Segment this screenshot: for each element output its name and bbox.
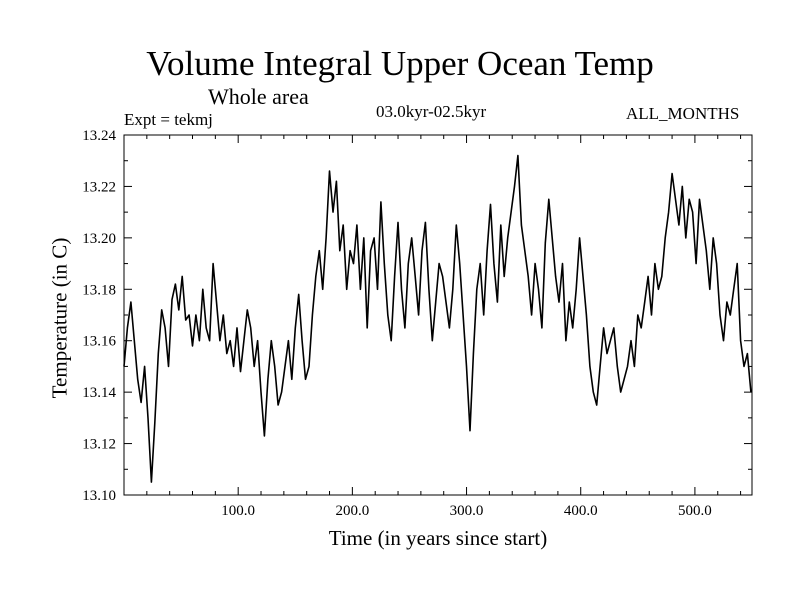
x-tick-label: 200.0 bbox=[335, 503, 369, 519]
y-tick-label: 13.20 bbox=[82, 231, 116, 247]
period-label: 03.0kyr-02.5kyr bbox=[376, 102, 487, 121]
chart-title: Volume Integral Upper Ocean Temp bbox=[146, 44, 654, 83]
temperature-series-line bbox=[123, 154, 752, 483]
chart-subtitle: Whole area bbox=[208, 84, 309, 109]
x-axis-label: Time (in years since start) bbox=[328, 526, 548, 550]
months-label: ALL_MONTHS bbox=[626, 104, 740, 123]
x-tick-label: 500.0 bbox=[678, 503, 712, 519]
y-tick-label: 13.18 bbox=[82, 282, 116, 298]
y-tick-label: 13.14 bbox=[82, 385, 116, 401]
y-tick-label: 13.10 bbox=[82, 488, 116, 504]
y-tick-label: 13.24 bbox=[82, 128, 116, 144]
experiment-label: Expt = tekmj bbox=[124, 110, 213, 129]
y-tick-label: 13.16 bbox=[82, 334, 116, 350]
y-tick-label: 13.12 bbox=[82, 437, 116, 453]
x-tick-label: 300.0 bbox=[450, 503, 484, 519]
x-tick-label: 400.0 bbox=[564, 503, 598, 519]
y-tick-label: 13.22 bbox=[82, 179, 116, 195]
x-tick-label: 100.0 bbox=[221, 503, 255, 519]
axis-ticks: 100.0 200.0 300.0 400.0 500.0 13.10 13.12 13.14… bbox=[82, 128, 752, 519]
